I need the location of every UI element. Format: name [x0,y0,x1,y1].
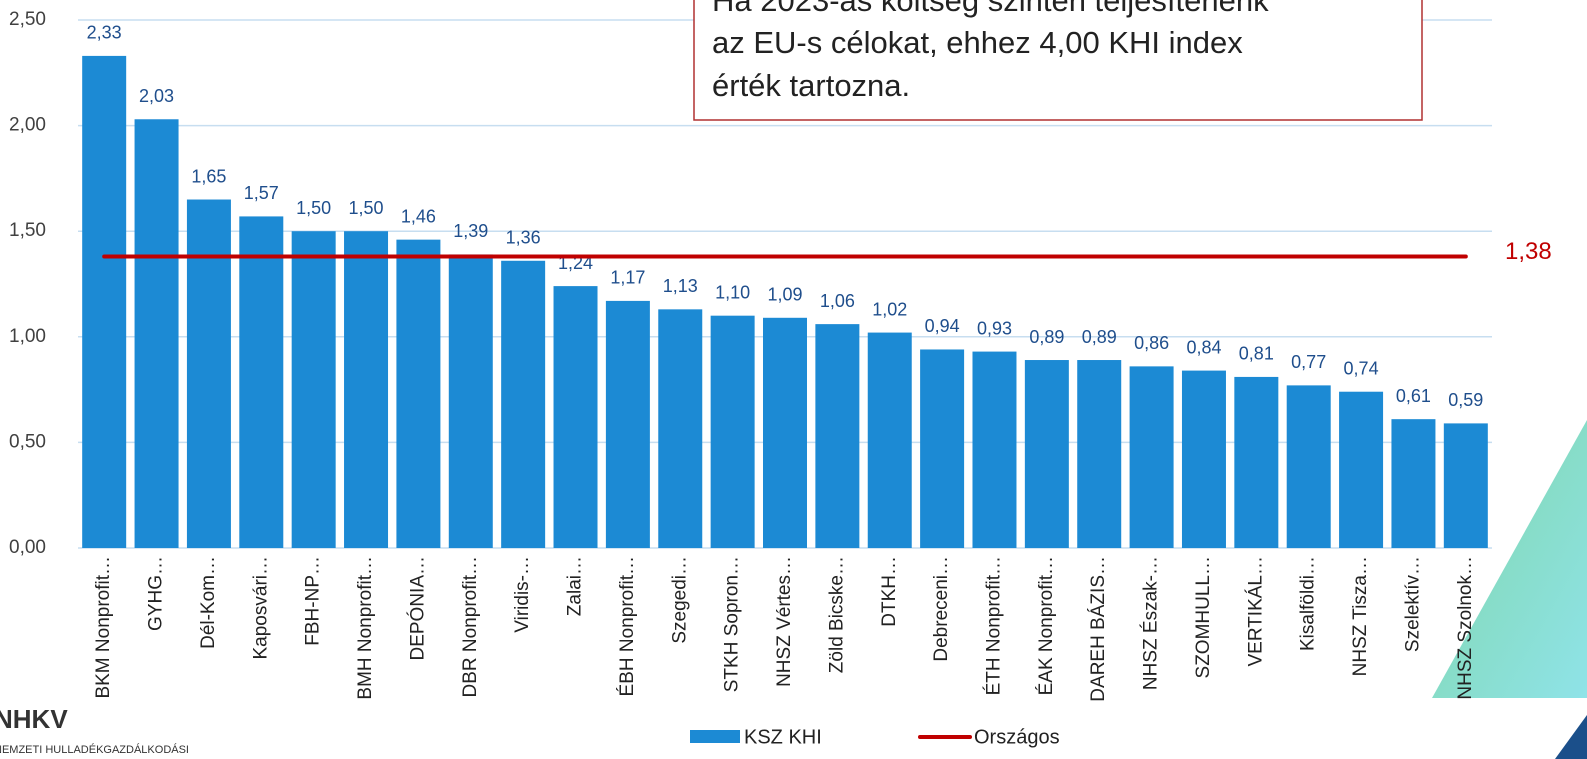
bar [920,349,964,548]
x-tick-label: Zalai… [565,556,586,616]
value-label: 1,46 [401,206,436,226]
logo-subtitle: NEMZETI HULLADÉKGAZDÁLKODÁSI [0,743,189,756]
bar [1130,366,1174,548]
value-label: 0,61 [1396,386,1431,406]
bar [135,119,179,548]
bar [449,254,493,548]
x-tick-label: VERTIKÁL… [1245,556,1266,667]
x-tick-label: SZOMHULL… [1193,556,1214,678]
x-tick-label: ÉBH Nonprofit… [617,556,638,696]
bar [187,200,231,548]
bar [711,316,755,548]
value-label: 0,81 [1239,344,1274,364]
value-label: 0,89 [1082,327,1117,347]
bar [554,286,598,548]
value-label: 0,77 [1291,352,1326,372]
x-tick-label: Kisalföldi… [1298,556,1319,651]
y-tick-label: 2,00 [9,115,46,136]
x-tick-label: DBR Nonprofit… [460,556,481,698]
value-label: 2,03 [139,86,174,106]
bar [292,231,336,548]
x-tick-label: Debreceni… [931,556,952,662]
y-tick-label: 1,00 [9,326,46,347]
value-label: 1,06 [820,291,855,311]
annotation-line: az EU-s célokat, ehhez 4,00 KHI index [712,25,1243,60]
bar [815,324,859,548]
value-label: 1,17 [610,268,645,288]
x-tick-label: NHSZ Szolnok… [1455,556,1476,700]
value-label: 1,09 [767,285,802,305]
x-tick-label: Szegedi… [669,556,690,644]
value-label: 1,39 [453,221,488,241]
x-tick-label: Szelektív… [1402,556,1423,652]
value-label: 0,84 [1186,337,1221,357]
bar [658,309,702,548]
bar [344,231,388,548]
value-label: 0,94 [925,316,960,336]
chart: 0,00 0,50 1,00 1,50 2,00 2,50 BKM Nonprofit… GY… [0,0,1587,759]
x-tick-label: ÉAK Nonprofit… [1036,556,1057,695]
x-tick-label: Viridis-… [512,556,533,633]
x-tick-label: BKM Nonprofit… [93,556,114,699]
value-label: 0,59 [1448,390,1483,410]
x-tick-label: BMH Nonprofit… [355,556,376,700]
bar [972,352,1016,548]
value-label: 1,57 [244,183,279,203]
decor-corner [1555,715,1587,759]
x-tick-label: NHSZ Észak-… [1141,556,1162,690]
bar [763,318,807,548]
value-label: 0,89 [1029,327,1064,347]
x-tick-label: STKH Sopron… [722,556,743,692]
legend-swatch [690,730,740,743]
bar [1287,385,1331,548]
value-label: 1,65 [191,166,226,186]
logo-title: NHKV [0,704,68,734]
y-tick-label: 2,50 [9,9,46,30]
value-label: 2,33 [87,23,122,43]
value-label: 1,10 [715,282,750,302]
x-tick-label: DEPÓNIA… [406,556,428,661]
bar [1234,377,1278,548]
bar [1077,360,1121,548]
bar [239,216,283,548]
x-tick-label: DTKH… [879,556,900,627]
x-tick-label: FBH-NP… [303,556,324,646]
x-tick-label: Dél-Kom… [198,556,219,649]
x-tick-label: NHSZ Tisza… [1350,556,1371,676]
x-tick-label: Kaposvári… [250,556,271,660]
bar [606,301,650,548]
x-tick-label: GYHG… [146,556,167,631]
x-tick-label: DAREH BÁZIS… [1088,556,1109,702]
value-label: 1,36 [506,228,541,248]
y-tick-label: 0,00 [9,537,46,558]
bar [396,240,440,548]
bar [1339,392,1383,548]
bar [501,261,545,548]
value-label: 0,86 [1134,333,1169,353]
value-label: 1,50 [349,198,384,218]
x-tick-label: ÉTH Nonprofit… [983,556,1004,695]
bar [1182,371,1226,548]
bar [1444,423,1488,548]
x-tick-label: Zöld Bicske… [826,556,847,673]
x-tick-label: NHSZ Vértes… [774,556,795,687]
annotation-line: érték tartozna. [712,68,910,103]
y-tick-label: 0,50 [9,431,46,452]
reference-label: 1,38 [1505,238,1552,265]
bar [82,56,126,548]
y-tick-label: 1,50 [9,220,46,241]
value-label: 0,74 [1344,358,1379,378]
value-label: 1,13 [663,276,698,296]
legend-label: Országos [974,726,1060,748]
bar [1025,360,1069,548]
value-label: 0,93 [977,318,1012,338]
value-label: 1,02 [872,299,907,319]
legend-label: KSZ KHI [744,726,822,748]
value-label: 1,50 [296,198,331,218]
annotation-line: Ha 2023-as költség szinten teljesítenénk [712,0,1269,18]
bar [1391,419,1435,548]
bar [868,333,912,548]
